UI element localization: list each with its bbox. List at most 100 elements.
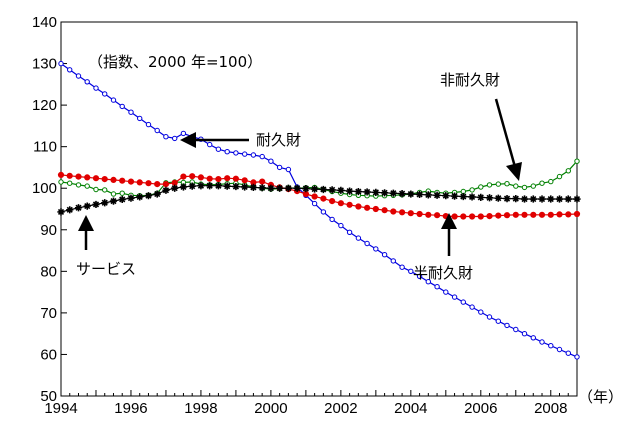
data-point: [556, 195, 563, 202]
data-point: [216, 147, 220, 151]
data-point: [93, 176, 98, 181]
data-point: [224, 183, 231, 190]
data-point: [549, 179, 553, 183]
data-point: [172, 180, 177, 185]
data-point: [243, 152, 247, 156]
data-point: [531, 336, 535, 340]
data-point: [514, 327, 518, 331]
data-point: [460, 193, 467, 200]
data-point: [312, 194, 317, 199]
y-tick-label: 110: [33, 139, 57, 156]
data-point: [164, 135, 168, 139]
data-point: [487, 214, 492, 219]
data-point: [94, 86, 98, 90]
data-point: [154, 190, 161, 197]
data-point: [58, 172, 63, 177]
data-point: [276, 185, 283, 192]
data-point: [163, 182, 168, 187]
data-point: [512, 195, 519, 202]
data-point: [146, 122, 150, 126]
data-point: [522, 185, 526, 189]
x-tick-label: 1998: [184, 400, 217, 417]
data-point: [320, 186, 327, 193]
data-point: [120, 104, 124, 108]
data-point: [504, 213, 509, 218]
data-point: [566, 212, 571, 217]
data-point: [540, 181, 544, 185]
data-point: [173, 136, 177, 140]
x-tick-label: 2006: [464, 400, 497, 417]
data-point: [547, 195, 554, 202]
data-point: [68, 181, 72, 185]
data-point: [505, 323, 509, 327]
data-point: [522, 212, 527, 217]
data-point: [110, 198, 117, 205]
data-point: [57, 208, 64, 215]
data-point: [241, 183, 248, 190]
data-point: [461, 300, 465, 304]
data-point: [573, 195, 580, 202]
data-point: [495, 195, 502, 202]
data-point: [138, 116, 142, 120]
data-point: [557, 347, 561, 351]
data-point: [136, 193, 143, 200]
data-point: [137, 180, 142, 185]
data-point: [372, 189, 379, 196]
data-point: [522, 332, 526, 336]
data-point: [277, 165, 281, 169]
data-point: [452, 214, 457, 219]
data-point: [470, 305, 474, 309]
data-point: [242, 178, 247, 183]
data-point: [337, 187, 344, 194]
data-point: [233, 176, 238, 181]
data-point: [503, 195, 510, 202]
data-point: [76, 174, 81, 179]
data-point: [478, 214, 483, 219]
data-point: [417, 211, 422, 216]
data-point: [267, 185, 274, 192]
data-point: [146, 181, 151, 186]
data-point: [347, 230, 351, 234]
data-point: [101, 199, 108, 206]
data-point: [311, 185, 318, 192]
data-point: [382, 208, 387, 213]
data-point: [68, 68, 72, 72]
data-point: [452, 295, 456, 299]
data-point: [575, 355, 579, 359]
data-point: [111, 98, 115, 102]
y-tick-label: 130: [32, 56, 57, 73]
data-point: [197, 182, 204, 189]
data-point: [76, 183, 80, 187]
data-point: [477, 194, 484, 201]
data-point: [128, 179, 133, 184]
data-point: [538, 195, 545, 202]
data-point: [216, 177, 221, 182]
data-point: [232, 183, 239, 190]
data-point: [355, 188, 362, 195]
data-point: [59, 180, 63, 184]
data-point: [549, 344, 553, 348]
data-point: [198, 175, 203, 180]
data-point: [76, 74, 80, 78]
data-point: [171, 185, 178, 192]
data-point: [425, 191, 432, 198]
data-point: [356, 236, 360, 240]
data-point: [416, 191, 423, 198]
data-point: [557, 174, 561, 178]
data-point: [206, 182, 213, 189]
data-point: [400, 210, 405, 215]
x-tick-label: 2004: [394, 400, 427, 417]
x-tick-label: 1994: [44, 400, 77, 417]
y-tick-label: 80: [40, 263, 57, 280]
label-services: サービス: [76, 260, 136, 278]
data-point: [120, 178, 125, 183]
data-point: [391, 209, 396, 214]
data-point: [180, 183, 187, 190]
data-point: [574, 211, 579, 216]
y-tick-label: 140: [32, 14, 57, 31]
data-point: [225, 150, 229, 154]
data-point: [85, 184, 89, 188]
data-point: [496, 319, 500, 323]
data-point: [470, 188, 474, 192]
